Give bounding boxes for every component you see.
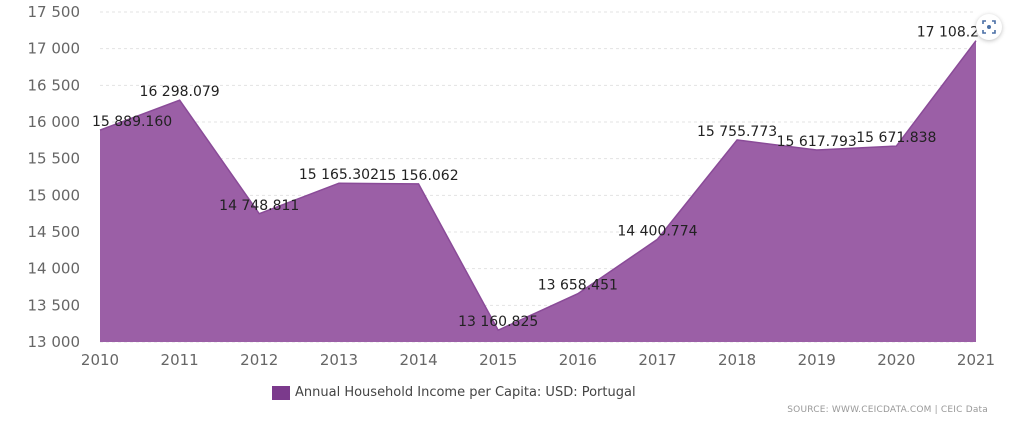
x-tick-label: 2017 xyxy=(638,351,676,369)
y-tick-label: 14 000 xyxy=(28,260,81,278)
series-line xyxy=(99,40,977,332)
data-label: 15 755.773 xyxy=(697,124,777,140)
data-label: 15 671.838 xyxy=(856,130,936,146)
data-label: 14 400.774 xyxy=(617,223,697,239)
data-label: 15 889.160 xyxy=(92,114,172,130)
legend-label: Annual Household Income per Capita: USD:… xyxy=(295,385,636,400)
y-tick-label: 14 500 xyxy=(28,223,81,241)
y-tick-label: 17 500 xyxy=(28,3,81,21)
x-tick-label: 2019 xyxy=(798,351,836,369)
data-label: 13 160.825 xyxy=(458,314,538,330)
x-tick-label: 2016 xyxy=(559,351,597,369)
data-label: 14 748.811 xyxy=(219,198,299,214)
x-tick-label: 2021 xyxy=(957,351,995,369)
expand-button[interactable] xyxy=(976,14,1002,40)
x-tick-label: 2012 xyxy=(240,351,278,369)
x-axis-ticks: 2010 2011 2012 2013 2014 2015 2016 2017 2018 2019… xyxy=(81,351,995,369)
data-label: 17 108.25 xyxy=(917,25,988,41)
data-label: 15 156.062 xyxy=(378,168,458,184)
x-tick-label: 2018 xyxy=(718,351,756,369)
y-tick-label: 16 500 xyxy=(28,76,81,94)
y-tick-label: 17 000 xyxy=(28,40,81,58)
x-tick-label: 2010 xyxy=(81,351,119,369)
y-tick-label: 16 000 xyxy=(28,113,81,131)
data-label: 16 298.079 xyxy=(140,84,220,100)
source-credit: SOURCE: WWW.CEICDATA.COM | CEIC Data xyxy=(787,405,988,415)
x-tick-label: 2015 xyxy=(479,351,517,369)
x-tick-label: 2011 xyxy=(161,351,199,369)
y-tick-label: 13 000 xyxy=(28,333,81,351)
legend[interactable]: Annual Household Income per Capita: USD:… xyxy=(272,385,636,400)
expand-icon xyxy=(982,20,996,34)
x-tick-label: 2013 xyxy=(320,351,358,369)
data-label: 15 617.793 xyxy=(777,134,857,150)
data-label: 13 658.451 xyxy=(538,278,618,294)
y-axis-ticks: 13 000 13 500 14 000 14 500 15 000 15 500 16 0… xyxy=(28,3,81,351)
series-area xyxy=(100,40,976,342)
legend-swatch xyxy=(272,385,290,400)
x-tick-label: 2014 xyxy=(399,351,437,369)
y-tick-label: 13 500 xyxy=(28,296,81,314)
x-tick-label: 2020 xyxy=(877,351,915,369)
y-tick-label: 15 000 xyxy=(28,186,81,204)
y-tick-label: 15 500 xyxy=(28,150,81,168)
data-label: 15 165.302 xyxy=(299,167,379,183)
